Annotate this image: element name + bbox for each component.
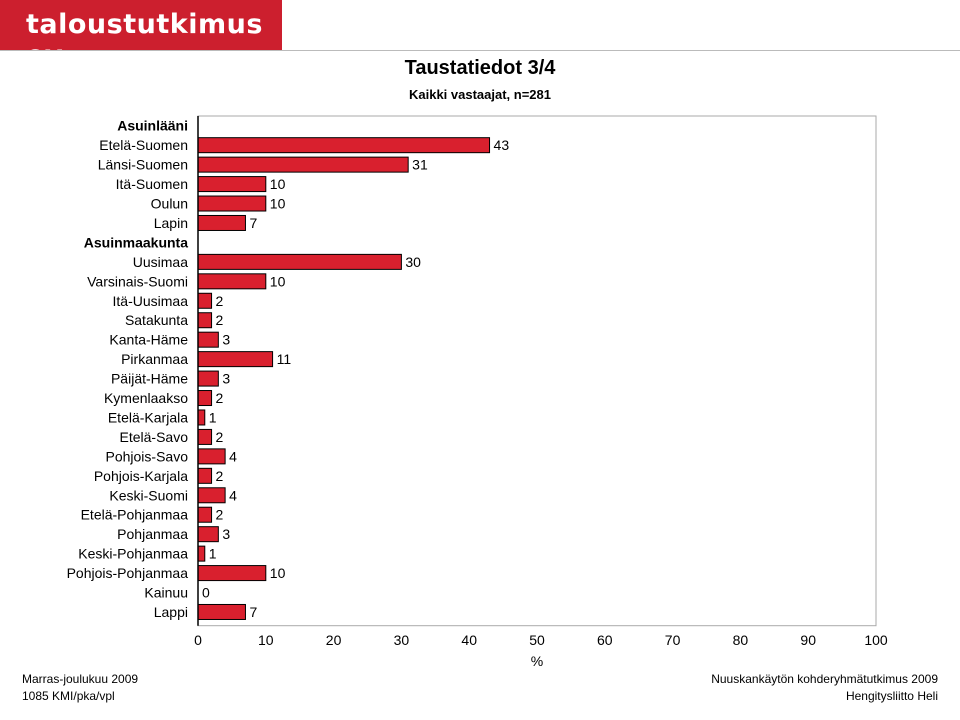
footer-right: Nuuskankäytön kohderyhmätutkimus 2009 He… [711, 671, 938, 705]
bar [197, 351, 274, 368]
bar [197, 487, 226, 504]
bar [197, 428, 213, 445]
data-label: 10 [270, 273, 286, 289]
category-label: Uusimaa [133, 254, 188, 270]
category-label: Pohjois-Savo [106, 448, 189, 464]
x-tick-label: 90 [800, 632, 816, 648]
bar [197, 603, 246, 620]
category-label: Etelä-Karjala [108, 409, 188, 425]
bar [197, 565, 267, 582]
footer-date: Marras-joulukuu 2009 [22, 672, 139, 686]
category-label: Länsi-Suomen [98, 157, 188, 173]
category-label: Keski-Pohjanmaa [78, 546, 188, 562]
x-tick-label: 80 [733, 632, 749, 648]
bar [197, 292, 213, 309]
category-label: Päijät-Häme [111, 371, 188, 387]
bar [197, 312, 213, 329]
data-label: 7 [249, 215, 257, 231]
data-label: 30 [405, 254, 421, 270]
data-label: 2 [216, 293, 224, 309]
category-label: Pohjois-Pohjanmaa [67, 565, 189, 581]
x-tick-label: 100 [864, 632, 888, 648]
bar [197, 526, 219, 543]
category-label: Etelä-Pohjanmaa [81, 507, 189, 523]
chart-title: Taustatiedot 3/4 [404, 57, 556, 79]
category-label: Lapin [154, 215, 188, 231]
data-label: 2 [216, 429, 224, 445]
data-label: 10 [270, 565, 286, 581]
category-label: Kymenlaakso [104, 390, 188, 406]
x-tick-label: 20 [326, 632, 342, 648]
bar [197, 156, 409, 173]
x-tick-label: 0 [194, 632, 202, 648]
category-label: Kainuu [144, 585, 188, 601]
bar [197, 506, 213, 523]
category-label: Pirkanmaa [121, 351, 188, 367]
bar [197, 176, 267, 193]
plot-frame [197, 115, 877, 627]
bar [197, 390, 213, 407]
bar [197, 331, 219, 348]
data-label: 3 [222, 332, 230, 348]
header-divider [0, 50, 960, 51]
category-label: Etelä-Savo [120, 429, 189, 445]
bar [197, 195, 267, 212]
bar [197, 273, 267, 290]
x-tick-label: 40 [461, 632, 477, 648]
data-label: 3 [222, 526, 230, 542]
brand-logo: taloustutkimus oy [0, 0, 282, 71]
data-label: 2 [216, 468, 224, 484]
footer-left: Marras-joulukuu 2009 1085 KMI/pka/vpl [22, 671, 138, 705]
bar [197, 214, 246, 231]
x-tick-label: 30 [394, 632, 410, 648]
chart-subtitle: Kaikki vastaajat, n=281 [408, 87, 551, 102]
category-label: Oulun [151, 196, 188, 212]
data-label: 4 [229, 448, 237, 464]
data-label: 2 [216, 390, 224, 406]
data-label: 7 [249, 604, 257, 620]
x-axis-label: % [531, 653, 543, 669]
category-label: Etelä-Suomen [99, 137, 188, 153]
category-label: Itä-Suomen [116, 176, 188, 192]
category-label: Keski-Suomi [109, 487, 188, 503]
group-header-label: Asuinlääni [117, 118, 188, 134]
group-header-label: Asuinmaakunta [84, 234, 188, 250]
bar [197, 137, 491, 154]
data-label: 2 [216, 507, 224, 523]
category-label: Pohjois-Karjala [94, 468, 188, 484]
category-label: Varsinais-Suomi [87, 273, 188, 289]
bar [197, 370, 219, 387]
category-label: Kanta-Häme [109, 332, 188, 348]
footer-code: 1085 KMI/pka/vpl [22, 689, 115, 703]
x-tick-label: 10 [258, 632, 274, 648]
category-label: Satakunta [125, 312, 188, 328]
data-label: 11 [277, 351, 292, 367]
bar [197, 253, 402, 270]
data-label: 10 [270, 196, 286, 212]
brand-logo-text: taloustutkimus oy [26, 9, 263, 71]
data-label: 1 [209, 409, 217, 425]
bar [197, 467, 213, 484]
category-label: Pohjanmaa [117, 526, 188, 542]
data-label: 43 [494, 137, 510, 153]
data-label: 0 [202, 585, 210, 601]
x-tick-label: 50 [529, 632, 545, 648]
data-label: 31 [412, 157, 428, 173]
data-label: 4 [229, 487, 237, 503]
bar [197, 448, 226, 465]
category-label: Lappi [154, 604, 188, 620]
footer-study: Nuuskankäytön kohderyhmätutkimus 2009 [711, 672, 938, 686]
data-label: 3 [222, 371, 230, 387]
category-label: Itä-Uusimaa [113, 293, 189, 309]
bar [197, 545, 206, 562]
x-tick-label: 70 [665, 632, 681, 648]
data-label: 10 [270, 176, 286, 192]
data-label: 2 [216, 312, 224, 328]
footer-client: Hengitysliitto Heli [845, 689, 938, 703]
x-tick-label: 60 [597, 632, 613, 648]
data-label: 1 [209, 546, 217, 562]
bar [197, 409, 206, 426]
